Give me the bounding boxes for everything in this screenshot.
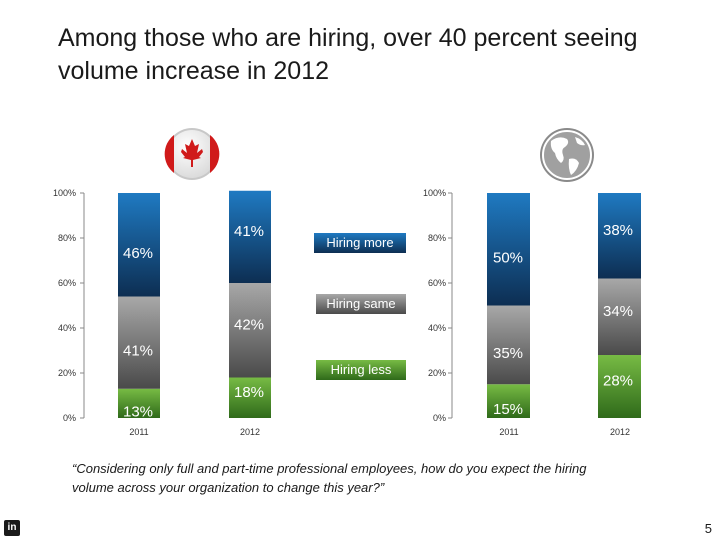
bar-same-canada-2012 <box>229 283 271 378</box>
y-tick-label-global: 40% <box>428 323 446 333</box>
data-label-less-canada-2012: 18% <box>234 384 264 401</box>
x-tick-label-global: 2011 <box>499 427 518 437</box>
x-tick-label-canada: 2011 <box>129 427 148 437</box>
legend-hiring-more: Hiring more <box>314 233 406 253</box>
bar-more-global-2011 <box>487 193 530 306</box>
bar-less-global-2011 <box>487 384 530 418</box>
legend-hiring-less: Hiring less <box>316 360 406 380</box>
data-label-more-global-2011: 50% <box>493 249 523 266</box>
data-label-less-canada-2011: 13% <box>123 403 153 420</box>
y-tick-label-global: 100% <box>423 188 446 198</box>
data-label-less-global-2011: 15% <box>493 401 523 418</box>
bar-same-global-2011 <box>487 305 530 385</box>
globe-icon <box>540 128 594 182</box>
data-label-same-global-2011: 35% <box>493 345 523 362</box>
x-tick-label-global: 2012 <box>610 427 630 437</box>
canada-flag-icon <box>164 128 220 180</box>
data-label-more-canada-2012: 41% <box>234 223 264 240</box>
data-label-more-canada-2011: 46% <box>123 245 153 262</box>
data-label-same-canada-2012: 42% <box>234 316 264 333</box>
bar-more-canada-2012 <box>229 190 271 283</box>
y-tick-label-global: 20% <box>428 368 446 378</box>
legend-hiring-same: Hiring same <box>316 294 406 314</box>
y-tick-label-global: 0% <box>433 413 446 423</box>
y-tick-label-canada: 0% <box>63 413 76 423</box>
y-tick-label-global: 80% <box>428 233 446 243</box>
bar-same-canada-2011 <box>118 296 160 389</box>
y-tick-label-canada: 100% <box>53 188 76 198</box>
y-tick-label-canada: 20% <box>58 368 76 378</box>
page-number: 5 <box>704 521 712 536</box>
y-tick-label-canada: 40% <box>58 323 76 333</box>
survey-question-quote: “Considering only full and part-time pro… <box>72 461 587 495</box>
data-label-same-canada-2011: 41% <box>123 343 153 360</box>
data-label-less-global-2012: 28% <box>603 373 633 390</box>
y-tick-label-global: 60% <box>428 278 446 288</box>
page-title: Among those who are hiring, over 40 perc… <box>58 24 638 85</box>
y-tick-label-canada: 60% <box>58 278 76 288</box>
data-label-same-global-2012: 34% <box>603 303 633 320</box>
y-tick-label-canada: 80% <box>58 233 76 243</box>
linkedin-icon: in <box>4 520 20 536</box>
x-tick-label-canada: 2012 <box>240 427 260 437</box>
bar-less-global-2012 <box>598 355 641 418</box>
bar-same-global-2012 <box>598 278 641 355</box>
bar-less-canada-2011 <box>118 388 160 418</box>
data-label-more-global-2012: 38% <box>603 222 633 239</box>
bar-more-global-2012 <box>598 193 641 279</box>
bar-less-canada-2012 <box>229 377 271 418</box>
bar-more-canada-2011 <box>118 193 160 297</box>
